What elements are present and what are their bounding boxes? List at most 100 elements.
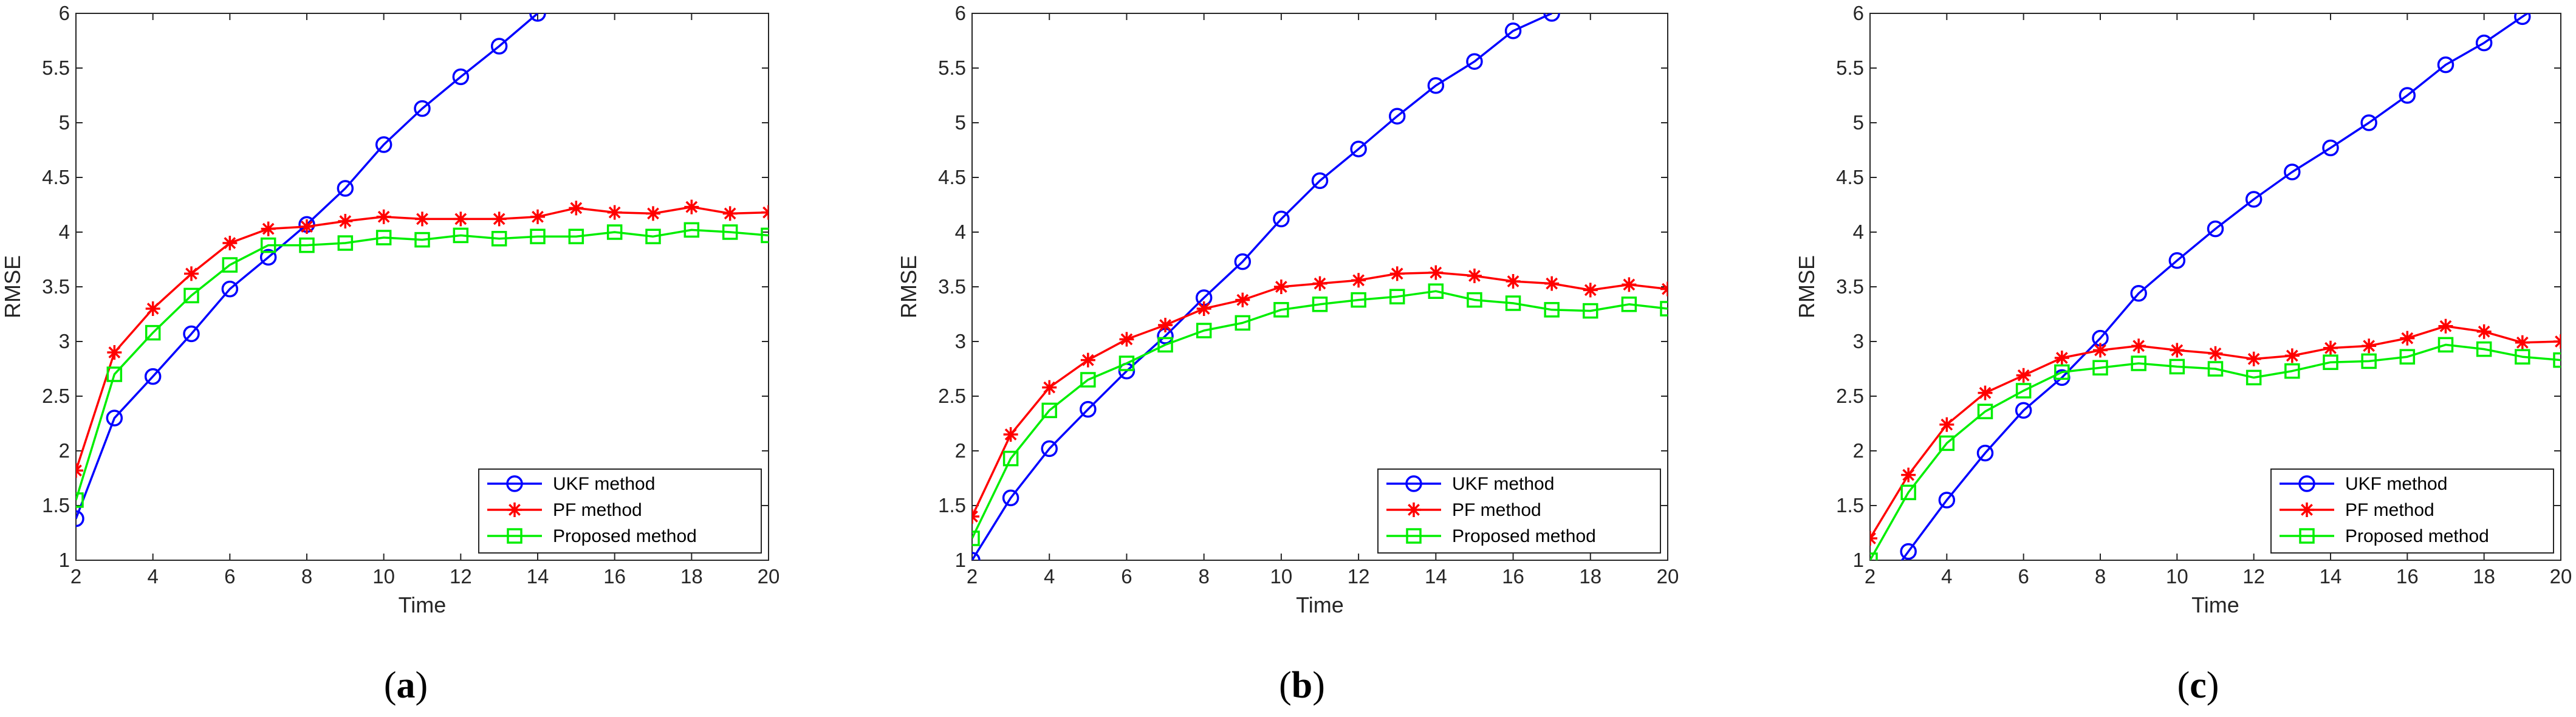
x-tick-label: 8 [1198,565,1209,588]
legend-marker-ukf-method [2298,475,2315,492]
legend-label-pf-method: PF method [553,500,642,520]
data-point-pf-method [1467,269,1482,283]
data-point-ukf-method [2130,285,2147,302]
data-point-ukf-method [490,38,508,55]
data-point-proposed-method [1235,315,1251,331]
legend-marker-ukf-method [1405,475,1422,492]
data-point-proposed-method [2245,369,2262,386]
data-point-proposed-method [2054,364,2070,380]
data-point-ukf-method [2245,191,2263,208]
x-tick-label: 2 [70,565,81,588]
data-point-proposed-method [2399,349,2416,365]
data-point-pf-method [2054,351,2069,365]
data-point-proposed-method [1583,303,1598,319]
y-tick-label: 6 [955,2,966,24]
data-point-proposed-method [2092,360,2108,376]
y-tick-label: 2 [955,439,966,462]
x-tick-label: 20 [2550,565,2572,588]
y-axis-title: RMSE [896,255,921,318]
y-tick-label: 3.5 [1836,275,1864,298]
data-point-ukf-method [144,368,162,385]
data-point-proposed-method [2323,354,2338,370]
data-point-ukf-method [2399,87,2416,104]
y-tick-label: 4 [955,221,966,243]
x-tick-label: 10 [2166,565,2188,588]
data-point-ukf-method [1273,210,1290,228]
legend-marker-ukf-method [506,475,523,492]
data-point-pf-method [376,209,391,224]
data-point-ukf-method [2168,252,2186,269]
data-point-proposed-method [1621,297,1637,312]
data-point-ukf-method [1938,492,1956,509]
data-point-pf-method [2246,351,2261,366]
panel-caption: (c) [2177,665,2219,706]
x-tick-label: 2 [967,565,978,588]
y-tick-label: 4 [1853,221,1864,243]
data-point-pf-method [453,211,468,227]
data-point-pf-method [1158,318,1173,332]
y-tick-label: 3.5 [42,275,70,298]
data-point-ukf-method [2015,402,2032,419]
data-point-proposed-method [2284,363,2300,379]
data-point-ukf-method [259,249,277,266]
data-point-proposed-method [299,237,315,253]
data-point-ukf-method [1427,77,1445,94]
data-point-proposed-method [414,232,430,248]
x-tick-label: 14 [2320,565,2342,588]
data-point-pf-method [2284,348,2300,363]
chart-panel-b: 2 4 6 8 10 12 14 16 18 20 1 1.5 2 2.5 3 3.5 4 4.5 5 5.5 6 Tim… [896,2,1679,706]
data-point-pf-method [722,206,738,221]
x-tick-label: 16 [1502,565,1524,588]
x-tick-label: 10 [1270,565,1293,588]
y-axis-title: RMSE [1794,255,1819,318]
series-line-proposed-method [972,290,1668,539]
data-point-proposed-method [1660,301,1668,317]
x-tick-label: 16 [2396,565,2419,588]
data-point-pf-method [1389,266,1405,281]
series-proposed-method [972,283,1668,546]
data-point-pf-method [607,205,622,220]
legend-marker-pf-method [507,503,522,517]
y-tick-label: 5 [955,111,966,134]
legend-label-pf-method: PF method [2345,500,2434,520]
data-point-pf-method [972,509,979,524]
y-tick-label: 4 [59,221,70,243]
x-tick-label: 14 [527,565,549,588]
data-point-proposed-method [1428,283,1444,299]
series-pf-method [1870,318,2561,546]
data-point-ukf-method [529,13,546,22]
data-point-pf-method [492,211,507,227]
data-point-pf-method [145,301,160,316]
y-tick-label: 3 [1853,330,1864,352]
panel-caption: (b) [1279,665,1325,706]
legend-marker-proposed-method [1406,528,1422,544]
data-point-pf-method [2476,324,2492,339]
data-point-proposed-method [568,228,584,244]
y-axis-title: RMSE [0,255,25,318]
legend-marker-proposed-method [2299,528,2315,544]
x-tick-label: 20 [1657,565,1679,588]
data-point-ukf-method [1350,140,1367,157]
y-tick-label: 3 [59,330,70,352]
data-point-proposed-method [1312,297,1328,312]
data-point-proposed-method [1273,302,1289,318]
data-point-proposed-method [722,224,738,240]
data-point-proposed-method [972,530,980,546]
x-tick-label: 6 [1121,565,1132,588]
legend: UKF method PF method Proposed method [1377,468,1661,554]
data-point-pf-method [1544,276,1560,291]
y-tick-label: 5.5 [42,57,70,79]
data-point-pf-method [76,463,83,478]
data-point-pf-method [1351,273,1366,288]
data-point-ukf-method [183,325,200,343]
data-point-proposed-method [645,228,661,244]
data-point-ukf-method [1388,108,1406,125]
x-axis-title: Time [399,592,447,617]
series-ukf-method [972,13,1560,560]
data-point-pf-method [1003,427,1018,442]
data-point-pf-method [1901,467,1916,482]
data-point-ukf-method [2322,139,2339,157]
y-tick-label: 2.5 [42,385,70,407]
data-point-proposed-method [1196,323,1212,338]
